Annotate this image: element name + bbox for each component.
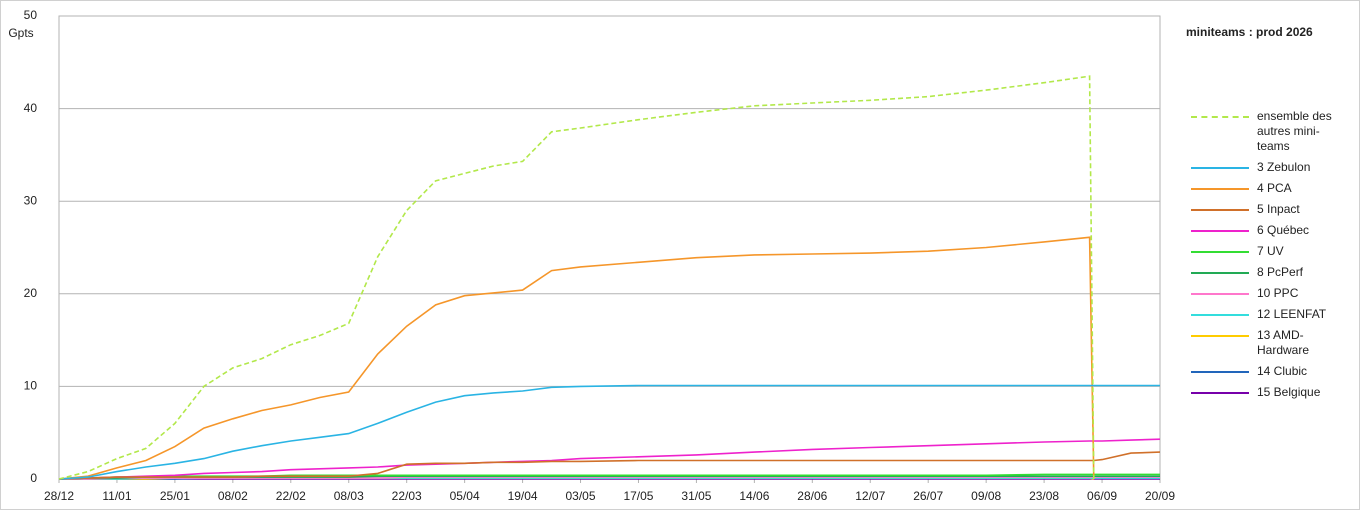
legend-item: 7 UV	[1191, 244, 1351, 259]
legend-swatch	[1191, 167, 1249, 169]
legend-item: 13 AMD-Hardware	[1191, 328, 1351, 358]
series-line	[58, 236, 1095, 480]
x-tick-label: 22/02	[276, 489, 306, 503]
x-tick-label: 06/09	[1087, 489, 1117, 503]
legend-item: 12 LEENFAT	[1191, 307, 1351, 322]
x-tick-label: 25/01	[160, 489, 190, 503]
legend-label: 7 UV	[1257, 244, 1284, 258]
x-tick-label: 26/07	[913, 489, 943, 503]
x-tick-label: 19/04	[508, 489, 538, 503]
legend-label: 13 AMD-Hardware	[1257, 328, 1310, 357]
legend-item: ensemble des autres mini-teams	[1191, 109, 1351, 154]
legend-label: 6 Québec	[1257, 223, 1310, 237]
legend-label: 5 Inpact	[1257, 202, 1300, 216]
x-tick-label: 12/07	[855, 489, 885, 503]
x-tick-label: 31/05	[681, 489, 711, 503]
legend-item: 5 Inpact	[1191, 202, 1351, 217]
legend-item: 8 PcPerf	[1191, 265, 1351, 280]
legend-item: 3 Zebulon	[1191, 160, 1351, 175]
x-tick-label: 14/06	[739, 489, 769, 503]
legend-item: 14 Clubic	[1191, 364, 1351, 379]
legend-swatch	[1191, 188, 1249, 190]
legend: ensemble des autres mini-teams 3 Zebulon 4…	[1191, 109, 1351, 406]
x-tick-label: 23/08	[1029, 489, 1059, 503]
legend-label: 8 PcPerf	[1257, 265, 1304, 279]
x-tick-label: 11/01	[102, 489, 131, 503]
x-tick-label: 03/05	[566, 489, 596, 503]
x-tick-label: 08/02	[218, 489, 248, 503]
legend-label: 12 LEENFAT	[1257, 307, 1327, 321]
y-tick-label: 30	[24, 193, 38, 207]
legend-label: 14 Clubic	[1257, 364, 1308, 378]
legend-item: 6 Québec	[1191, 223, 1351, 238]
legend-label: ensemble des autres mini-teams	[1257, 109, 1332, 153]
y-tick-label: 20	[24, 286, 38, 300]
legend-swatch	[1191, 209, 1249, 211]
legend-swatch	[1191, 116, 1249, 118]
x-tick-label: 09/08	[971, 489, 1001, 503]
series-line	[58, 438, 1161, 480]
series-line	[58, 384, 1160, 480]
series-line	[58, 451, 1161, 480]
legend-swatch	[1191, 392, 1249, 394]
series-line	[58, 75, 1095, 480]
y-tick-label: 10	[24, 379, 38, 393]
legend-swatch	[1191, 272, 1249, 274]
x-tick-label: 22/03	[392, 489, 422, 503]
legend-item: 4 PCA	[1191, 181, 1351, 196]
legend-swatch	[1191, 314, 1249, 316]
x-tick-label: 28/06	[797, 489, 827, 503]
series-line	[58, 473, 1160, 480]
x-tick-label: 17/05	[623, 489, 653, 503]
legend-label: 4 PCA	[1257, 181, 1292, 195]
legend-label: 15 Belgique	[1257, 385, 1321, 399]
y-tick-label: 50	[24, 8, 38, 22]
x-tick-label: 20/09	[1145, 489, 1175, 503]
grid	[59, 15, 1160, 480]
y-axis-label: Gpts	[8, 26, 33, 40]
legend-item: 10 PPC	[1191, 286, 1351, 301]
x-tick-label: 08/03	[334, 489, 364, 503]
legend-label: 10 PPC	[1257, 286, 1299, 300]
plot-frame	[58, 15, 1161, 480]
series-line	[59, 476, 1160, 480]
legend-swatch	[1191, 251, 1249, 253]
chart-title: miniteams : prod 2026	[1186, 25, 1313, 39]
x-tick-label: 28/12	[44, 489, 74, 503]
x-tick-label: 05/04	[450, 489, 480, 503]
legend-item: 15 Belgique	[1191, 385, 1351, 400]
y-tick-label: 0	[30, 471, 37, 485]
legend-swatch	[1191, 371, 1249, 373]
y-tick-label: 40	[24, 101, 38, 115]
legend-swatch	[1191, 230, 1249, 232]
legend-label: 3 Zebulon	[1257, 160, 1311, 174]
legend-swatch	[1191, 293, 1249, 295]
legend-swatch	[1191, 335, 1249, 337]
